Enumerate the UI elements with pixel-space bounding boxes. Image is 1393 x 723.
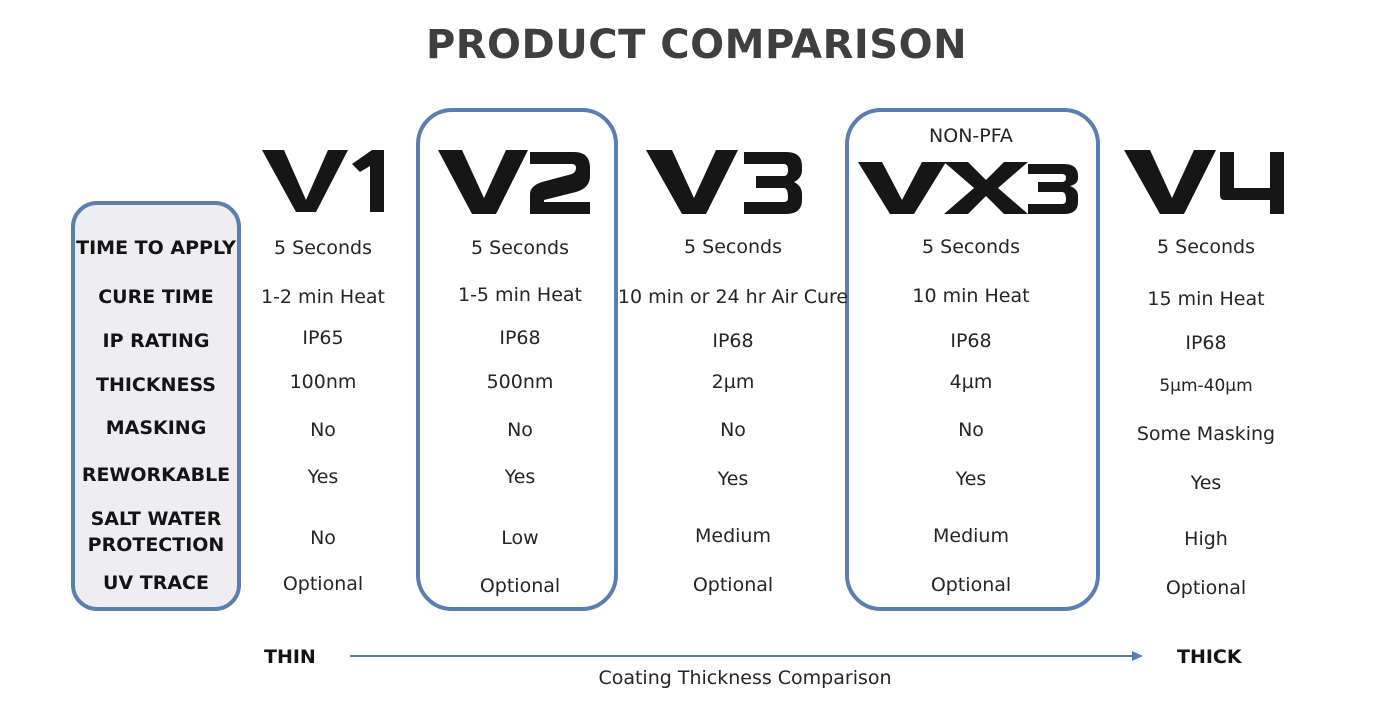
vx3-logo bbox=[858, 162, 1078, 214]
v2-ip-rating: IP68 bbox=[499, 327, 541, 349]
v4-thickness: 5µm-40µm bbox=[1159, 376, 1253, 396]
v3-cure-time: 10 min or 24 hr Air Cure bbox=[617, 286, 849, 308]
v1-thickness: 100nm bbox=[289, 371, 357, 393]
row-label-masking: MASKING bbox=[105, 417, 207, 439]
v2-salt-water: Low bbox=[501, 527, 539, 549]
v1-salt-water: No bbox=[310, 527, 336, 549]
v3-salt-water: Medium bbox=[695, 525, 771, 547]
v1-masking: No bbox=[310, 419, 336, 441]
row-labels-panel bbox=[71, 201, 241, 611]
row-label-cure-time: CURE TIME bbox=[98, 286, 214, 308]
v4-cure-time: 15 min Heat bbox=[1147, 288, 1265, 310]
row-label-thickness: THICKNESS bbox=[96, 374, 216, 396]
v2-masking: No bbox=[507, 419, 533, 441]
vx3-salt-water: Medium bbox=[933, 525, 1009, 547]
vx3-time-to-apply: 5 Seconds bbox=[922, 236, 1020, 258]
thick-label: THICK bbox=[1177, 646, 1242, 668]
v3-uv-trace: Optional bbox=[692, 574, 774, 596]
v2-reworkable: Yes bbox=[504, 466, 536, 488]
v2-cure-time: 1-5 min Heat bbox=[457, 284, 582, 306]
v3-logo bbox=[646, 150, 802, 214]
v2-thickness: 500nm bbox=[486, 371, 554, 393]
v3-ip-rating: IP68 bbox=[712, 330, 754, 352]
v1-cure-time: 1-2 min Heat bbox=[260, 286, 385, 308]
v2-logo bbox=[438, 150, 590, 214]
row-label-time-to-apply: TIME TO APPLY bbox=[76, 237, 236, 259]
v1-reworkable: Yes bbox=[307, 466, 339, 488]
v4-reworkable: Yes bbox=[1190, 472, 1222, 494]
thin-label: THIN bbox=[264, 646, 316, 668]
vx3-cure-time: 10 min Heat bbox=[912, 285, 1030, 307]
row-label-reworkable: REWORKABLE bbox=[81, 464, 231, 486]
v2-time-to-apply: 5 Seconds bbox=[471, 237, 569, 259]
v2-highlight-box bbox=[416, 108, 618, 611]
v3-reworkable: Yes bbox=[717, 468, 749, 490]
v3-thickness: 2µm bbox=[711, 371, 755, 393]
page-title: PRODUCT COMPARISON bbox=[425, 22, 968, 68]
vx3-thickness: 4µm bbox=[949, 371, 993, 393]
vx3-reworkable: Yes bbox=[955, 468, 987, 490]
v1-time-to-apply: 5 Seconds bbox=[274, 237, 372, 259]
vx3-uv-trace: Optional bbox=[930, 574, 1012, 596]
v1-uv-trace: Optional bbox=[282, 573, 364, 595]
v4-salt-water: High bbox=[1184, 528, 1228, 550]
vx3-highlight-box bbox=[845, 108, 1100, 611]
v4-ip-rating: IP68 bbox=[1185, 332, 1227, 354]
v4-time-to-apply: 5 Seconds bbox=[1157, 236, 1255, 258]
v3-masking: No bbox=[720, 419, 746, 441]
row-label-salt-water-line2: PROTECTION bbox=[87, 534, 225, 556]
vx3-ip-rating: IP68 bbox=[950, 330, 992, 352]
non-pfa-tag: NON-PFA bbox=[929, 125, 1013, 147]
v1-logo bbox=[262, 150, 384, 212]
v3-time-to-apply: 5 Seconds bbox=[684, 236, 782, 258]
v4-uv-trace: Optional bbox=[1165, 577, 1247, 599]
thickness-arrow-icon bbox=[350, 651, 1143, 661]
row-label-salt-water-line1: SALT WATER bbox=[90, 508, 222, 530]
v2-uv-trace: Optional bbox=[479, 575, 561, 597]
row-label-ip-rating: IP RATING bbox=[102, 330, 210, 352]
v4-masking: Some Masking bbox=[1136, 423, 1276, 445]
v4-logo bbox=[1124, 150, 1284, 214]
thickness-caption: Coating Thickness Comparison bbox=[598, 667, 892, 689]
row-label-uv-trace: UV TRACE bbox=[103, 572, 209, 594]
vx3-masking: No bbox=[958, 419, 984, 441]
v1-ip-rating: IP65 bbox=[302, 327, 344, 349]
